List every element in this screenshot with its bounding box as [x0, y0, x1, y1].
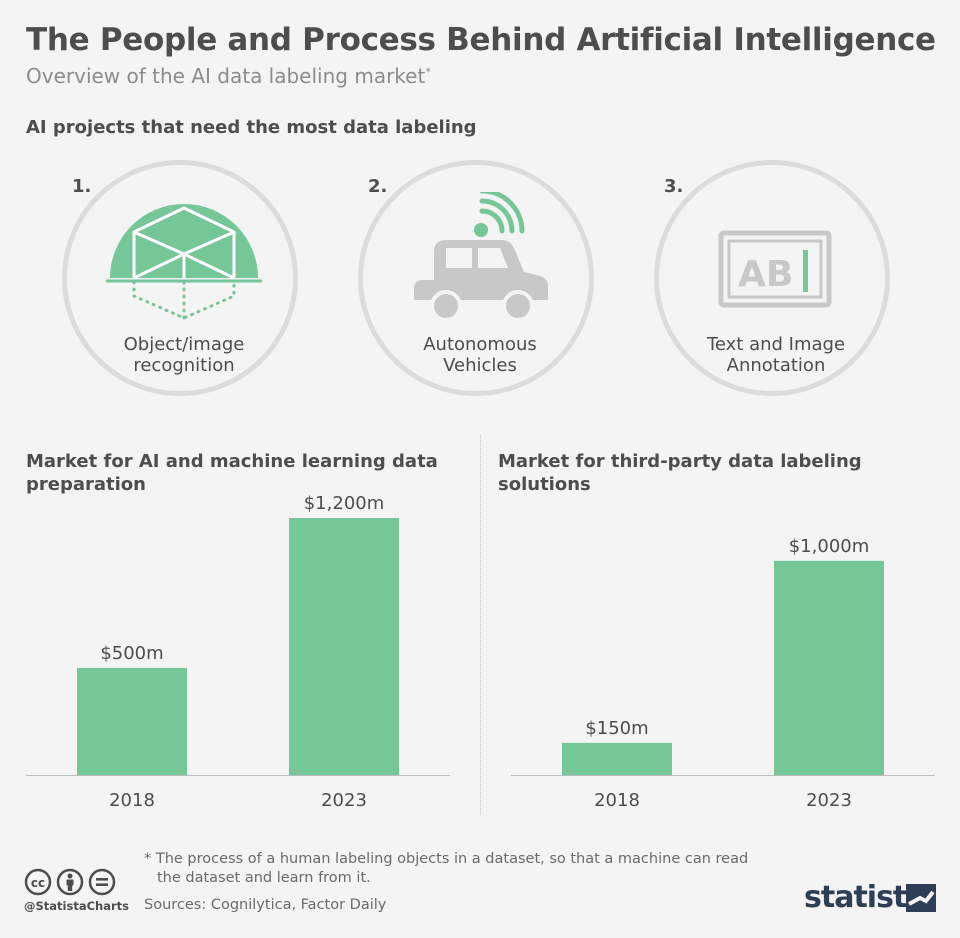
svg-text:cc: cc — [31, 876, 45, 890]
project-label-2-line1: Autonomous — [423, 334, 537, 355]
chart1-bar-2018 — [77, 667, 187, 775]
footnote: * The process of a human labeling object… — [144, 850, 784, 888]
license-icons: cc — [24, 868, 116, 896]
project-label-3-line1: Text and Image — [706, 334, 846, 355]
connected-car-icon — [414, 192, 548, 322]
chart1-title-line1: Market for AI and machine learning data — [26, 451, 438, 472]
project-rank-1: 1. — [72, 176, 92, 197]
chart2-category-label-2018: 2018 — [594, 790, 640, 811]
text-annotation-icon: AB — [718, 230, 832, 308]
project-label-3: Text and Image Annotation — [676, 334, 876, 376]
no-derivatives-icon — [88, 868, 116, 896]
page-subtitle: Overview of the AI data labeling market* — [26, 64, 431, 88]
projects-heading: AI projects that need the most data labe… — [26, 117, 477, 138]
project-label-1: Object/image recognition — [84, 334, 284, 376]
chart1-value-label-2023: $1,200m — [304, 493, 385, 514]
section-divider — [480, 435, 481, 815]
chart2-bar-2023 — [774, 560, 884, 775]
chart2-title: Market for third-party data labeling sol… — [498, 450, 948, 496]
project-label-2-line2: Vehicles — [443, 355, 517, 376]
chart2-title-line1: Market for third-party data labeling sol… — [498, 451, 862, 495]
chart2-value-label-2023: $1,000m — [789, 536, 870, 557]
text-annotation-icon-text: AB — [738, 254, 793, 295]
project-label-1-line2: recognition — [133, 355, 235, 376]
chart1-category-label-2023: 2023 — [321, 790, 367, 811]
chart2-bar-2018 — [562, 742, 672, 775]
attribution-icon — [56, 868, 84, 896]
3d-box-scan-icon — [106, 204, 262, 320]
sources: Sources: Cognilytica, Factor Daily — [144, 897, 387, 913]
project-label-2: Autonomous Vehicles — [380, 334, 580, 376]
chart1-title: Market for AI and machine learning data … — [26, 450, 466, 496]
chart2-value-label-2018: $150m — [585, 718, 648, 739]
cc-icon: cc — [24, 868, 52, 896]
footnote-line2: the dataset and learn from it. — [157, 870, 371, 886]
project-label-1-line1: Object/image — [123, 334, 245, 355]
statista-handle: @StatistaCharts — [24, 899, 129, 913]
footnote-line1: * The process of a human labeling object… — [144, 851, 749, 867]
chart1-bar-2023 — [289, 518, 399, 775]
chart1-category-label-2018: 2018 — [109, 790, 155, 811]
statista-logo-icon — [906, 884, 936, 912]
project-label-3-line2: Annotation — [726, 355, 826, 376]
subtitle-footnote-marker: * — [425, 65, 431, 79]
chart1-value-label-2018: $500m — [100, 643, 163, 664]
page-title: The People and Process Behind Artificial… — [26, 22, 936, 58]
chart1-title-line2: preparation — [26, 474, 146, 495]
subtitle-text: Overview of the AI data labeling market — [26, 64, 426, 88]
project-rank-2: 2. — [368, 176, 388, 197]
project-rank-3: 3. — [664, 176, 684, 197]
chart2-category-label-2023: 2023 — [806, 790, 852, 811]
